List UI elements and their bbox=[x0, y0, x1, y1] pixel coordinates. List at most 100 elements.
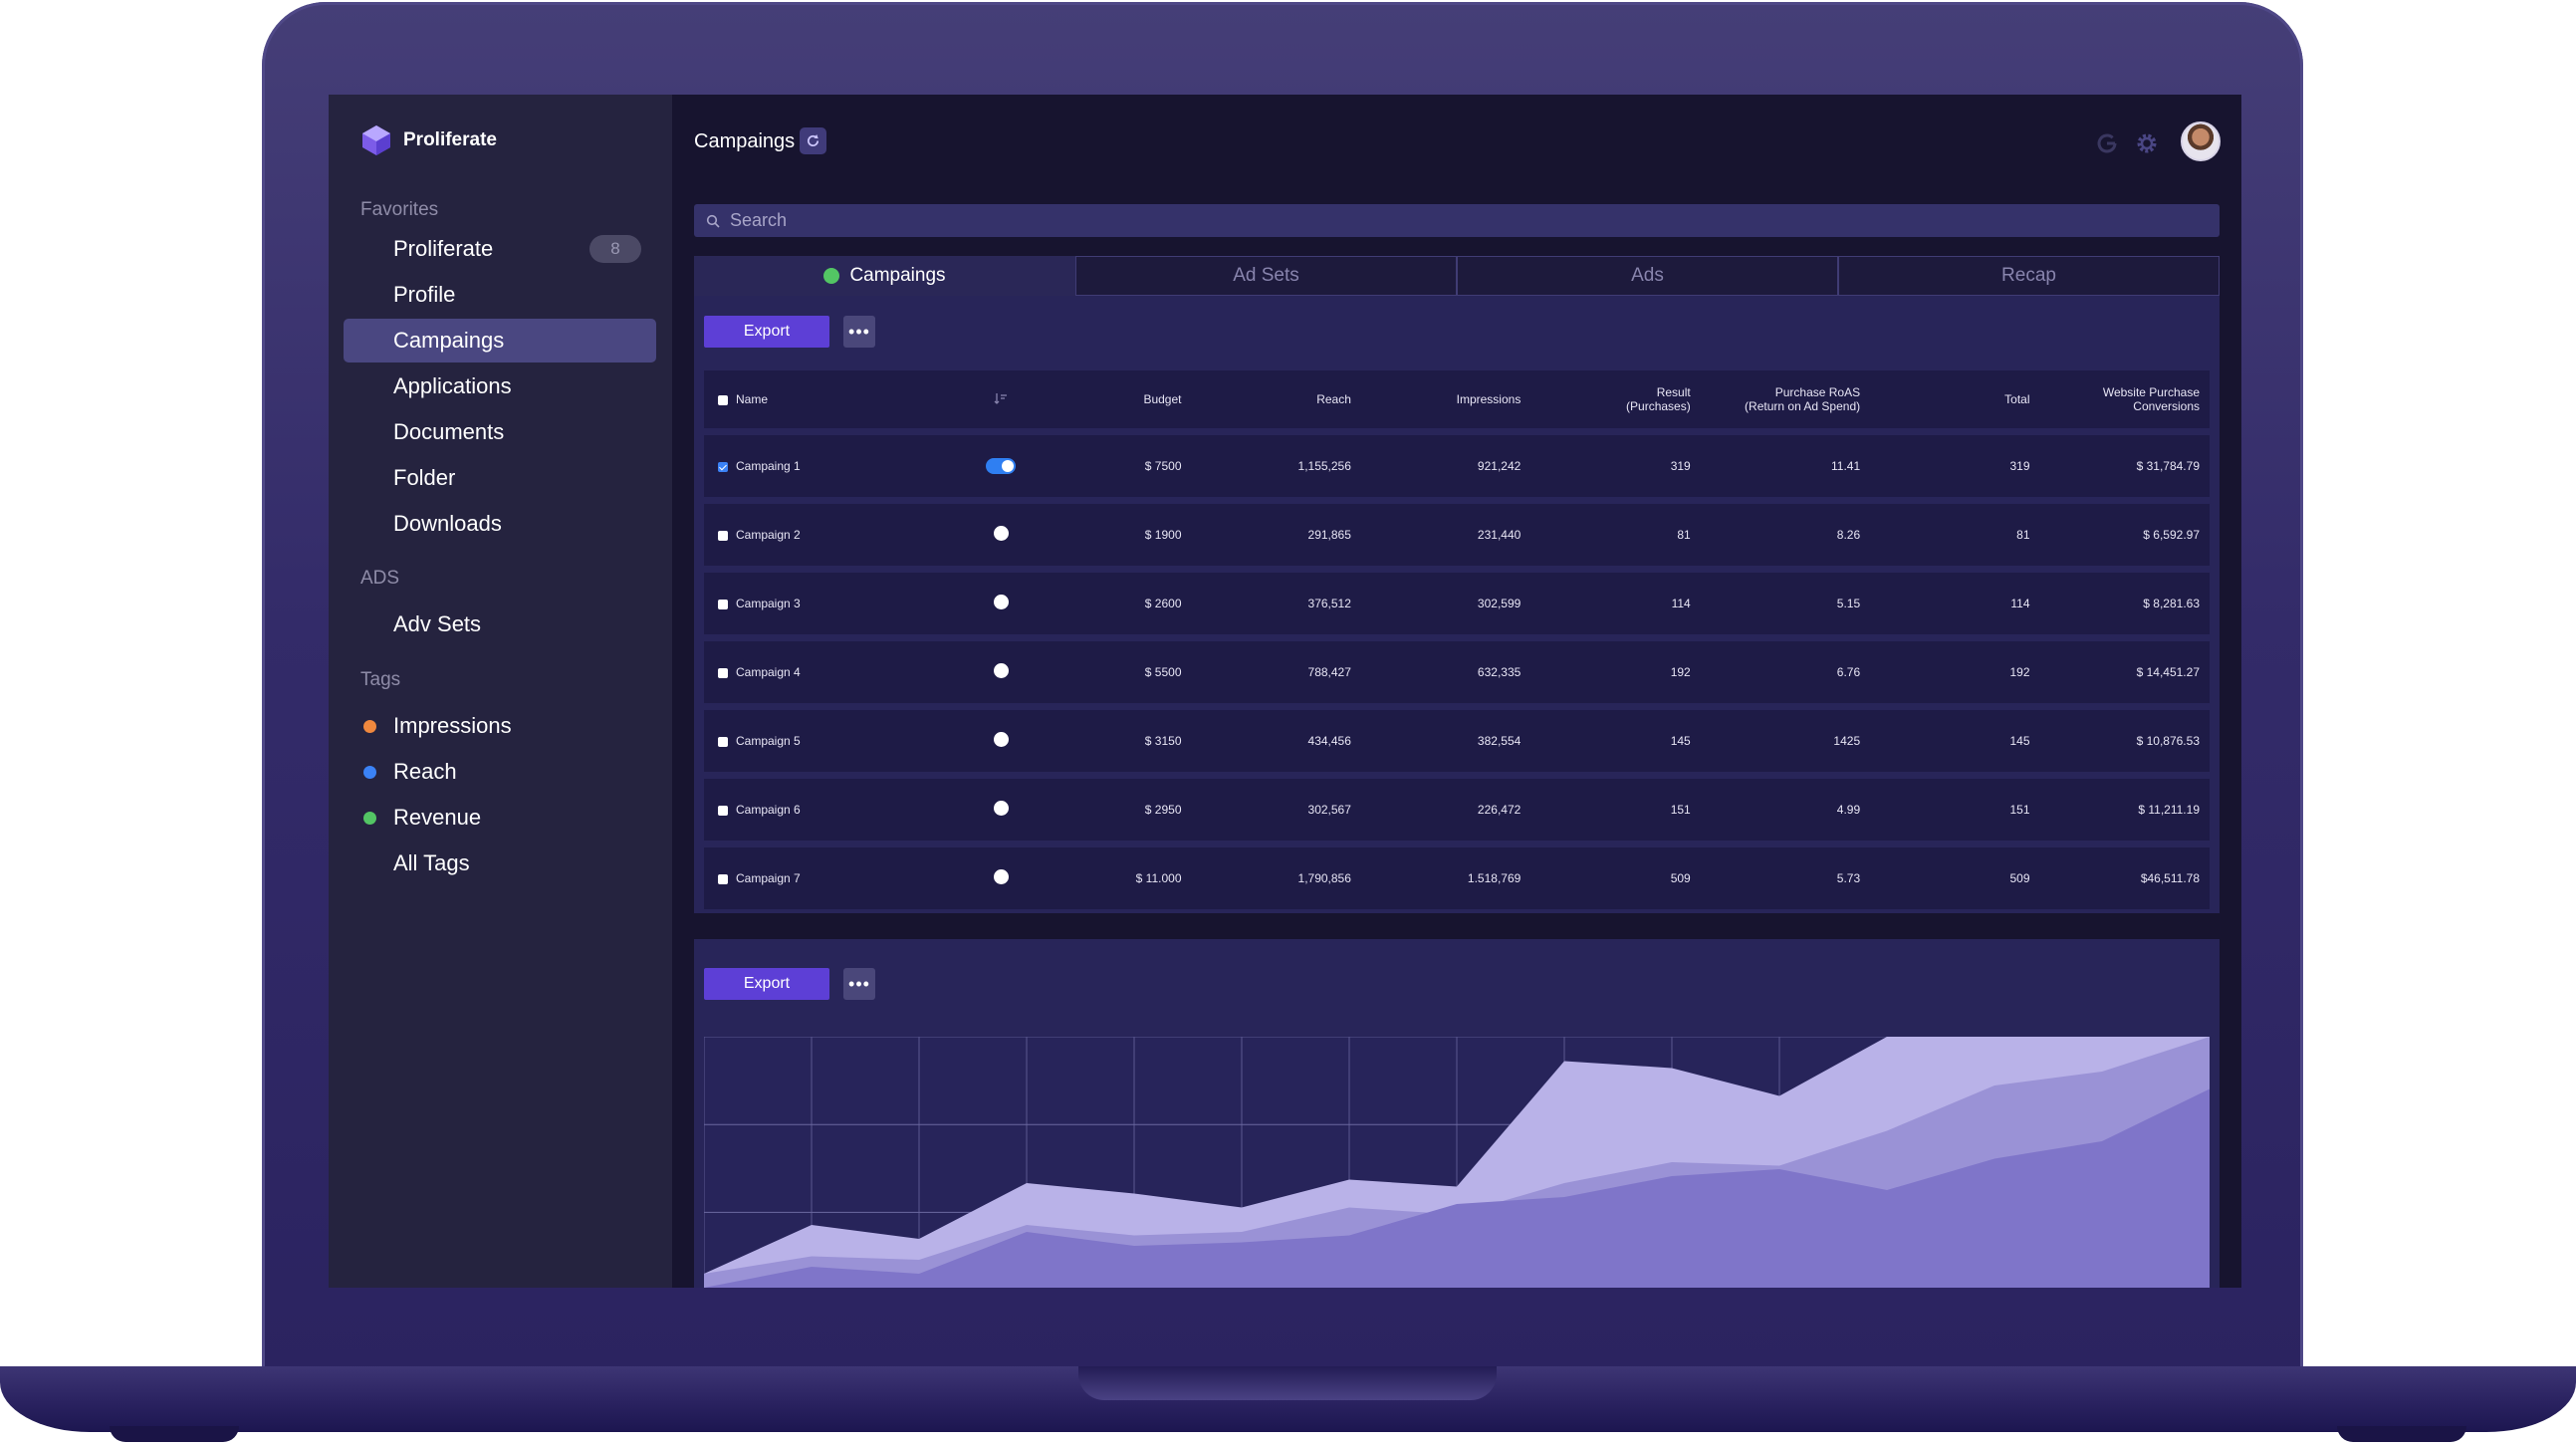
column-header-roas[interactable]: Purchase RoAS (Return on Ad Spend) bbox=[1700, 370, 1871, 428]
inactive-toggle[interactable] bbox=[993, 801, 1009, 816]
tab-bar: Campaings Ad Sets Ads Recap bbox=[694, 256, 2220, 296]
cube-logo-icon bbox=[362, 125, 390, 155]
row-checkbox[interactable] bbox=[718, 667, 728, 678]
sidebar-item-impressions[interactable]: Impressions bbox=[344, 704, 656, 748]
cell-roas: 11.41 bbox=[1700, 435, 1871, 497]
column-header-impressions[interactable]: Impressions bbox=[1360, 370, 1531, 428]
column-header-budget[interactable]: Budget bbox=[1037, 370, 1192, 428]
sidebar-item-downloads[interactable]: Downloads bbox=[344, 502, 656, 546]
sidebar-item-reach[interactable]: Reach bbox=[344, 750, 656, 794]
export-button[interactable]: Export bbox=[704, 316, 829, 348]
more-options-button[interactable]: ••• bbox=[843, 316, 875, 348]
sidebar-item-label: All Tags bbox=[393, 850, 470, 875]
table-row[interactable]: Campaign 7 $ 11.000 1,790,856 1.518,769 509 5… bbox=[704, 847, 2210, 909]
brand-name: Proliferate bbox=[403, 129, 497, 150]
search-bar[interactable]: Search bbox=[694, 204, 2220, 237]
green-tag-dot-icon bbox=[363, 812, 376, 825]
cell-budget: $ 1900 bbox=[1037, 504, 1192, 566]
column-header-name[interactable]: Name bbox=[704, 370, 966, 428]
main-content: Campaings Search Campaings bbox=[672, 95, 2241, 1288]
gear-icon[interactable] bbox=[2134, 130, 2160, 156]
column-header-sort[interactable] bbox=[965, 370, 1038, 428]
row-checkbox[interactable] bbox=[718, 461, 728, 472]
refresh-icon bbox=[808, 133, 820, 146]
cell-name[interactable]: Campaign 5 bbox=[704, 710, 966, 772]
select-all-checkbox[interactable] bbox=[718, 394, 728, 405]
row-checkbox[interactable] bbox=[718, 736, 728, 747]
sidebar-item-applications[interactable]: Applications bbox=[344, 364, 656, 408]
user-avatar[interactable] bbox=[2181, 121, 2221, 161]
sidebar-item-campaings[interactable]: Campaings bbox=[344, 319, 656, 362]
campaign-name: Campaign 3 bbox=[736, 597, 801, 610]
table-row[interactable]: Campaign 5 $ 3150 434,456 382,554 145 1425 145… bbox=[704, 710, 2210, 772]
cell-reach: 1,155,256 bbox=[1191, 435, 1361, 497]
laptop-foot-right bbox=[2337, 1426, 2466, 1442]
inactive-toggle[interactable] bbox=[993, 663, 1009, 678]
chart-export-button[interactable]: Export bbox=[704, 968, 829, 1000]
cell-toggle[interactable] bbox=[965, 847, 1038, 909]
cell-conversions: $46,511.78 bbox=[2039, 847, 2210, 909]
column-header-total[interactable]: Total bbox=[1870, 370, 2040, 428]
inactive-toggle[interactable] bbox=[993, 869, 1009, 884]
campaigns-table: Name Budget Reach Impressio bbox=[704, 363, 2210, 916]
cell-result: 151 bbox=[1530, 779, 1701, 841]
row-checkbox[interactable] bbox=[718, 805, 728, 816]
table-row[interactable]: Campaign 3 $ 2600 376,512 302,599 114 5.15 114… bbox=[704, 573, 2210, 634]
sidebar-item-folder[interactable]: Folder bbox=[344, 456, 656, 500]
cell-total: 114 bbox=[1870, 573, 2040, 634]
sidebar-item-label: Downloads bbox=[393, 511, 502, 536]
inactive-toggle[interactable] bbox=[993, 732, 1009, 747]
sidebar-item-adv-sets[interactable]: Adv Sets bbox=[344, 603, 656, 646]
tab-campaings[interactable]: Campaings bbox=[694, 256, 1075, 296]
cell-name[interactable]: Campaign 6 bbox=[704, 779, 966, 841]
column-header-conversions[interactable]: Website Purchase Conversions bbox=[2039, 370, 2210, 428]
sidebar-item-profile[interactable]: Profile bbox=[344, 273, 656, 317]
cell-roas: 4.99 bbox=[1700, 779, 1871, 841]
cell-budget: $ 2950 bbox=[1037, 779, 1192, 841]
tab-ad-sets[interactable]: Ad Sets bbox=[1075, 256, 1457, 296]
column-header-reach[interactable]: Reach bbox=[1191, 370, 1361, 428]
sidebar-item-documents[interactable]: Documents bbox=[344, 410, 656, 454]
campaign-name: Campaign 5 bbox=[736, 734, 801, 748]
table-row[interactable]: Campaing 1 $ 7500 1,155,256 921,242 319 11.41… bbox=[704, 435, 2210, 497]
search-input[interactable]: Search bbox=[730, 210, 788, 230]
cell-toggle[interactable] bbox=[965, 710, 1038, 772]
cell-conversions: $ 6,592.97 bbox=[2039, 504, 2210, 566]
row-checkbox[interactable] bbox=[718, 530, 728, 541]
tab-label: Recap bbox=[2001, 265, 2056, 286]
row-checkbox[interactable] bbox=[718, 873, 728, 884]
column-label: Name bbox=[736, 392, 769, 406]
cell-toggle[interactable] bbox=[965, 779, 1038, 841]
brand[interactable]: Proliferate bbox=[361, 124, 497, 156]
cell-roas: 5.73 bbox=[1700, 847, 1871, 909]
sidebar-item-all-tags[interactable]: All Tags bbox=[344, 842, 656, 885]
cell-toggle[interactable] bbox=[965, 573, 1038, 634]
inactive-toggle[interactable] bbox=[993, 526, 1009, 541]
row-checkbox[interactable] bbox=[718, 599, 728, 609]
refresh-button[interactable] bbox=[800, 127, 826, 154]
cell-name[interactable]: Campaing 1 bbox=[704, 435, 966, 497]
active-toggle[interactable] bbox=[986, 458, 1017, 474]
column-sublabel: Conversions bbox=[2133, 399, 2200, 413]
table-row[interactable]: Campaign 6 $ 2950 302,567 226,472 151 4.99 151… bbox=[704, 779, 2210, 841]
cell-budget: $ 7500 bbox=[1037, 435, 1192, 497]
cell-name[interactable]: Campaign 3 bbox=[704, 573, 966, 634]
table-row[interactable]: Campaign 4 $ 5500 788,427 632,335 192 6.76 192… bbox=[704, 641, 2210, 703]
column-header-result[interactable]: Result (Purchases) bbox=[1530, 370, 1701, 428]
sidebar-item-proliferate[interactable]: Proliferate 8 bbox=[344, 227, 656, 271]
tab-recap[interactable]: Recap bbox=[1838, 256, 2220, 296]
cell-toggle[interactable] bbox=[965, 435, 1038, 497]
chart-more-options-button[interactable]: ••• bbox=[843, 968, 875, 1000]
cell-name[interactable]: Campaign 7 bbox=[704, 847, 966, 909]
cell-name[interactable]: Campaign 4 bbox=[704, 641, 966, 703]
cell-toggle[interactable] bbox=[965, 504, 1038, 566]
sidebar-item-revenue[interactable]: Revenue bbox=[344, 796, 656, 840]
cell-toggle[interactable] bbox=[965, 641, 1038, 703]
inactive-toggle[interactable] bbox=[993, 595, 1009, 609]
table-row[interactable]: Campaign 2 $ 1900 291,865 231,440 81 8.26 81 $ … bbox=[704, 504, 2210, 566]
status-dot-icon bbox=[823, 268, 840, 284]
tab-ads[interactable]: Ads bbox=[1457, 256, 1838, 296]
google-icon[interactable] bbox=[2094, 130, 2120, 156]
tab-label: Campaings bbox=[849, 265, 946, 286]
cell-name[interactable]: Campaign 2 bbox=[704, 504, 966, 566]
